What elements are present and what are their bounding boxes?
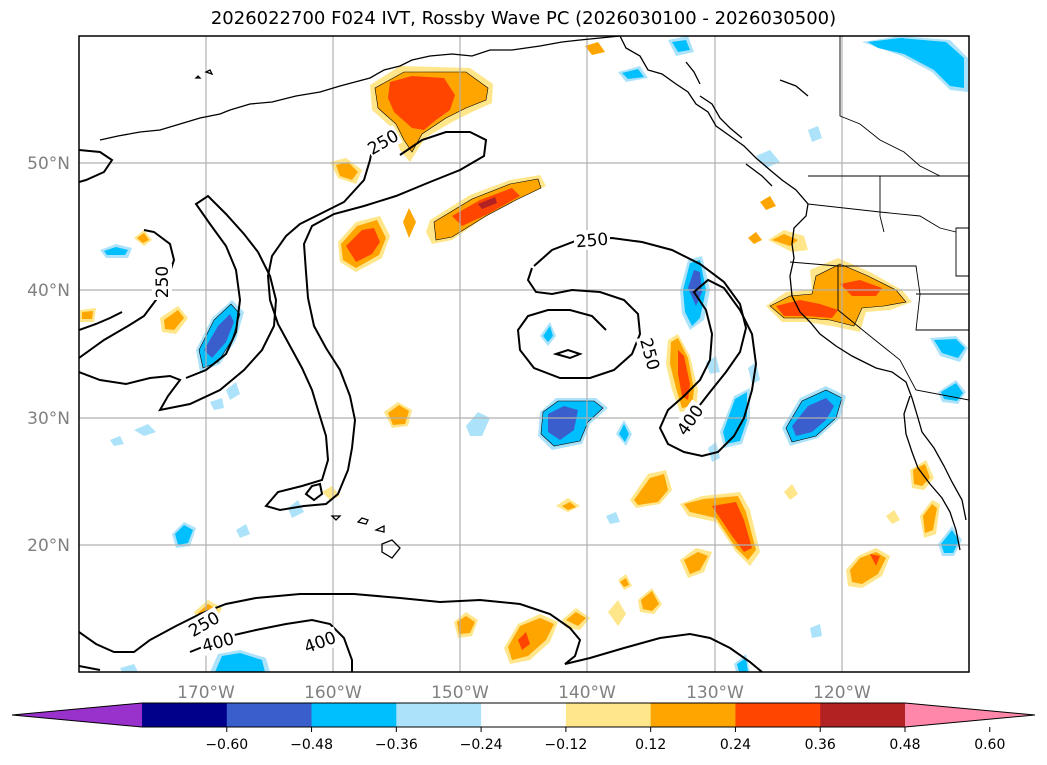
colorbar-tick-label: −0.24 [460,737,503,753]
colorbar-bin [650,703,736,727]
anomaly-blob [862,36,968,92]
colorbar-tick-label: 0.36 [805,737,836,753]
gridlines [79,36,969,672]
colorbar-extend-low [12,703,142,727]
colorbar-tick-label: 0.12 [635,737,666,753]
coastlines [99,36,967,559]
y-axis-labels: 50°N 40°N 30°N 20°N [27,154,70,556]
colorbar-tick-label: 0.48 [889,737,920,753]
anomaly-blob [403,208,416,238]
colorbar-bin [565,703,652,727]
colorbar-tick-label: 0.24 [720,737,751,753]
borders [789,36,969,401]
map-layers: 250 250 250 250 400 250 400 400 [79,36,969,672]
x-tick-label: 170°W [177,683,235,703]
x-axis-labels: 170°W 160°W 150°W 140°W 130°W 120°W [177,683,871,703]
colorbar-bin [481,703,567,727]
colorbar-outline [11,702,1036,728]
colorbar-bin [311,703,397,727]
anomaly-blob [608,600,626,626]
contour-label: 250 [575,230,609,253]
anomaly-blob [846,548,890,588]
y-tick-label: 40°N [27,281,70,301]
y-tick-label: 30°N [27,409,70,429]
colorbar-bin [396,703,482,727]
colorbar-tick-label: −0.48 [290,737,333,753]
anomaly-blob [504,614,558,664]
colorbar-tick-label: −0.12 [544,737,587,753]
colorbar-bin [820,703,906,727]
colorbar-tick-label: 0.60 [974,737,1005,753]
colorbar-tick-label: −0.60 [205,737,248,753]
anomaly-blob [338,216,390,272]
anomaly-blob [630,470,672,508]
x-tick-label: 160°W [304,683,362,703]
anomaly-shading [80,36,968,672]
anomaly-blob [782,386,846,446]
anomaly-blob [426,175,546,244]
y-tick-label: 20°N [27,536,70,556]
colorbar: −0.60 −0.48 −0.36 −0.24 −0.12 0.12 0.24 0.36 0.4… [11,702,1036,753]
x-tick-label: 150°W [431,683,489,703]
map-frame [78,35,970,673]
anomaly-blob [585,42,605,55]
colorbar-tick-label: −0.36 [375,737,418,753]
x-tick-label: 120°W [813,683,871,703]
x-tick-label: 140°W [558,683,616,703]
anomaly-blob [666,334,698,412]
colorbar-bin [735,703,821,727]
colorbar-bin [142,703,228,727]
colorbar-extend-high [905,703,1035,727]
x-tick-label: 130°W [686,683,744,703]
colorbar-bin [226,703,313,727]
anomaly-blob [680,492,760,566]
contour-label: 250 [153,266,173,298]
ivt-contours [79,131,763,672]
y-tick-label: 50°N [27,154,70,174]
chart-title: 2026022700 F024 IVT, Rossby Wave PC (202… [210,8,837,29]
